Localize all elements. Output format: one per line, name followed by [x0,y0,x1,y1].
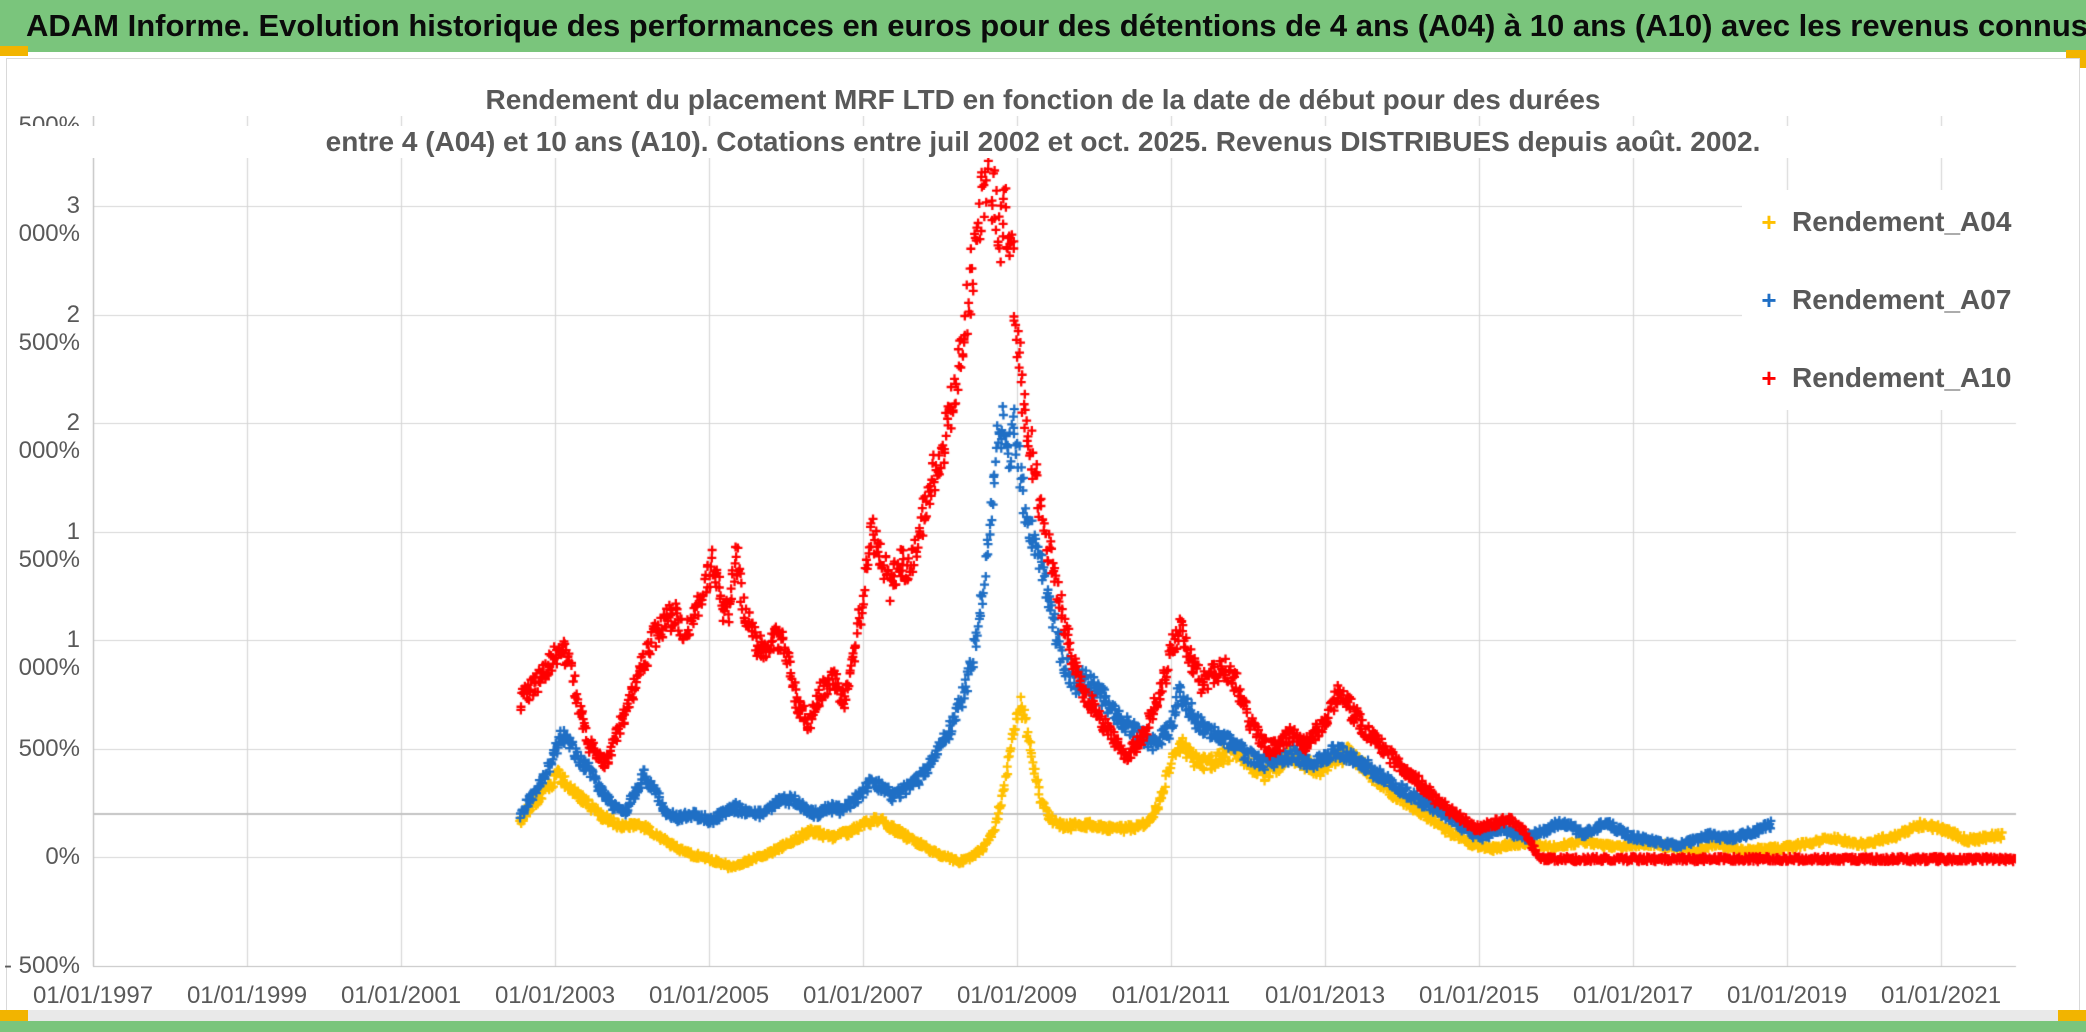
x-tick-label: 01/01/1999 [186,982,308,1009]
y-tick-label: 500% [18,734,80,762]
corner-accent-bottom-left [0,1010,28,1021]
legend-label: Rendement_A10 [1792,362,2012,393]
y-tick-label: 2 000% [18,409,80,465]
y-tick-label: 3 000% [18,192,80,248]
chart-title-line1: Rendement du placement MRF LTD en foncti… [8,84,2078,116]
y-tick-label: 0% [45,843,80,871]
footer-bar [0,1021,2086,1032]
y-tick-label: - 500% [3,951,80,979]
x-tick-label: 01/01/2009 [956,982,1078,1009]
legend-label: Rendement_A04 [1792,206,2012,237]
x-tick-label: 01/01/2015 [1418,982,1540,1009]
y-tick-label: 2 500% [18,300,80,356]
legend-item-rendement_a04[interactable]: + Rendement_A04 [1756,200,2011,244]
x-tick-label: 01/01/2001 [340,982,462,1009]
bottom-strip [0,1010,2086,1021]
x-tick-label: 01/01/2013 [1264,982,1386,1009]
legend-item-rendement_a07[interactable]: + Rendement_A07 [1756,278,2011,322]
x-tick-label: 01/01/1997 [32,982,154,1009]
legend-label: Rendement_A07 [1792,284,2012,315]
chart-title-line2: entre 4 (A04) et 10 ans (A10). Cotations… [8,126,2078,158]
x-tick-label: 01/01/2011 [1111,982,1231,1009]
x-tick-label: 01/01/2005 [648,982,770,1009]
x-tick-label: 01/01/2003 [494,982,616,1009]
x-tick-label: 01/01/2021 [1880,982,2002,1009]
x-tick-label: 01/01/2007 [802,982,924,1009]
x-tick-label: 01/01/2017 [1572,982,1694,1009]
x-tick-label: 01/01/2019 [1726,982,1848,1009]
legend-item-rendement_a10[interactable]: + Rendement_A10 [1756,356,2011,400]
plus-marker-icon: + [1761,206,1777,237]
y-tick-label: 1 000% [18,626,80,682]
legend: + Rendement_A04 + Rendement_A07 + Rendement_A… [1742,190,2072,410]
plus-marker-icon: + [1761,284,1777,315]
plus-marker-icon: + [1761,362,1777,393]
y-tick-label: 1 500% [18,517,80,573]
corner-accent-bottom-right [2058,1010,2086,1021]
